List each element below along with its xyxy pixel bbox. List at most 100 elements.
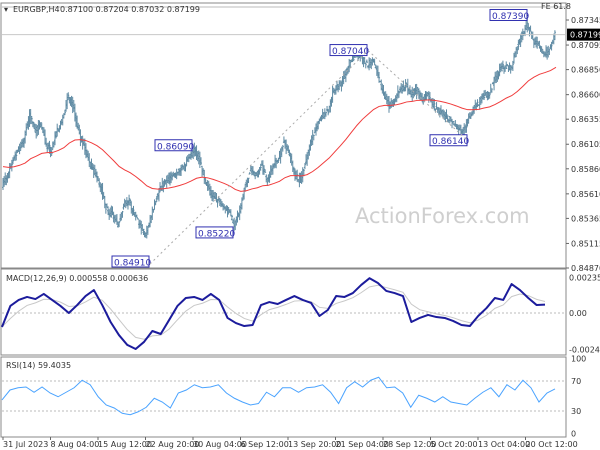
time-axis-label: 13 Oct 04:00 xyxy=(478,440,530,449)
price-bar xyxy=(483,90,486,101)
price-bar xyxy=(50,147,53,156)
price-bar xyxy=(121,210,124,218)
price-bar xyxy=(303,163,306,170)
rsi-axis-label: 30 xyxy=(571,407,581,416)
annotations: 0.87390 0.87040 0.86090 0.85220 0.84910 0.861… xyxy=(111,8,529,269)
price-bar xyxy=(511,60,514,71)
price-bar xyxy=(63,109,66,116)
price-bar xyxy=(216,198,219,208)
price-axis-label: 0.87095 xyxy=(571,41,600,50)
time-axis-label: 30 Aug 04:00 xyxy=(193,440,247,449)
macd-panel xyxy=(0,268,567,356)
price-annotation-box xyxy=(154,139,193,152)
price-bar xyxy=(132,205,135,216)
price-bar xyxy=(364,62,367,69)
current-price-label: 0.87199 xyxy=(570,31,600,40)
chart-menu-icon[interactable]: ▾ xyxy=(4,5,8,14)
time-axis-label: 21 Sep 04:00 xyxy=(336,440,389,449)
price-bar xyxy=(263,165,266,175)
price-annotation-label: 0.87040 xyxy=(332,47,369,57)
price-bar xyxy=(465,119,468,133)
time-axis-label: 28 Sep 12:00 xyxy=(383,440,436,449)
time-axis-label: 31 Jul 2023 xyxy=(3,440,48,449)
price-bar xyxy=(509,64,512,74)
macd-title: MACD(12,26,9) 0.000558 0.000636 xyxy=(6,274,148,283)
price-bar xyxy=(402,80,405,92)
price-bar xyxy=(553,30,556,41)
macd-axis-label: 0.00 xyxy=(569,309,587,318)
price-bar xyxy=(516,46,519,55)
price-bar xyxy=(230,214,233,221)
ohlc-values: 0.87100 0.87204 0.87032 0.87199 xyxy=(60,5,200,14)
price-bar xyxy=(259,163,262,171)
price-bar xyxy=(59,120,62,130)
price-bar xyxy=(529,25,532,32)
price-bar xyxy=(490,88,493,93)
price-bar xyxy=(128,194,131,206)
price-bar xyxy=(550,41,553,51)
rsi-title: RSI(14) 59.4035 xyxy=(6,361,71,370)
time-axis-label: 13 Sep 20:00 xyxy=(288,440,341,449)
price-bar xyxy=(142,228,145,236)
price-axis-label: 0.86355 xyxy=(571,115,600,124)
price-axis-label: 0.85115 xyxy=(571,239,600,248)
price-bar xyxy=(312,134,315,141)
price-bar xyxy=(489,83,492,94)
time-axis-label: 20 Oct 12:00 xyxy=(526,440,578,449)
price-bar xyxy=(136,218,139,220)
macd-axis-label: 0.002356 xyxy=(569,274,600,283)
moving-average-line xyxy=(2,66,557,192)
price-bar xyxy=(488,92,491,99)
price-bar xyxy=(542,50,545,58)
price-bar xyxy=(324,111,327,117)
price-bar xyxy=(135,214,138,218)
price-bar xyxy=(264,169,267,173)
rsi-axis-label: 100 xyxy=(571,355,586,364)
price-bar xyxy=(496,70,499,82)
price-bar xyxy=(265,174,268,183)
rsi-line xyxy=(1,376,556,416)
fibo-dashed-line xyxy=(149,50,369,265)
price-axis-label: 0.85365 xyxy=(571,214,600,223)
price-bar xyxy=(349,59,352,69)
time-axis-label: 8 Aug 04:00 xyxy=(51,440,100,449)
fe-level-label: FE 61.8 xyxy=(541,2,571,11)
price-annotation-label: 0.85220 xyxy=(198,229,235,239)
price-bar xyxy=(266,177,269,186)
price-bar xyxy=(247,177,250,184)
price-annotation-label: 0.86140 xyxy=(432,137,469,147)
price-bar xyxy=(281,145,284,152)
price-bar xyxy=(104,204,107,214)
rsi-lines xyxy=(1,376,565,416)
price-bar xyxy=(445,109,448,119)
macd-signal-line xyxy=(1,284,546,340)
price-bar xyxy=(199,157,202,166)
price-bar xyxy=(476,99,479,108)
price-bar xyxy=(129,198,132,206)
time-axis-label: 6 Sep 12:00 xyxy=(241,440,289,449)
price-bar xyxy=(365,59,368,64)
price-bar xyxy=(15,149,18,161)
price-bar xyxy=(505,61,508,69)
price-bar xyxy=(48,140,51,154)
price-bar xyxy=(397,90,400,98)
price-annotation-label: 0.86090 xyxy=(157,142,194,152)
macd-axis-label: -0.002442 xyxy=(569,346,600,355)
current-price-badge xyxy=(567,28,600,41)
rsi-axis-label: 0 xyxy=(571,430,576,439)
time-axis-label: 5 Oct 20:00 xyxy=(431,440,478,449)
price-bars xyxy=(2,17,557,239)
price-bar xyxy=(327,108,330,116)
watermark: ActionForex.com xyxy=(355,204,530,228)
symbol-title: EURGBP,H4 xyxy=(13,5,60,14)
price-bar xyxy=(11,157,14,165)
price-bar xyxy=(30,115,33,125)
price-bar xyxy=(506,63,509,66)
price-bar xyxy=(404,79,407,92)
